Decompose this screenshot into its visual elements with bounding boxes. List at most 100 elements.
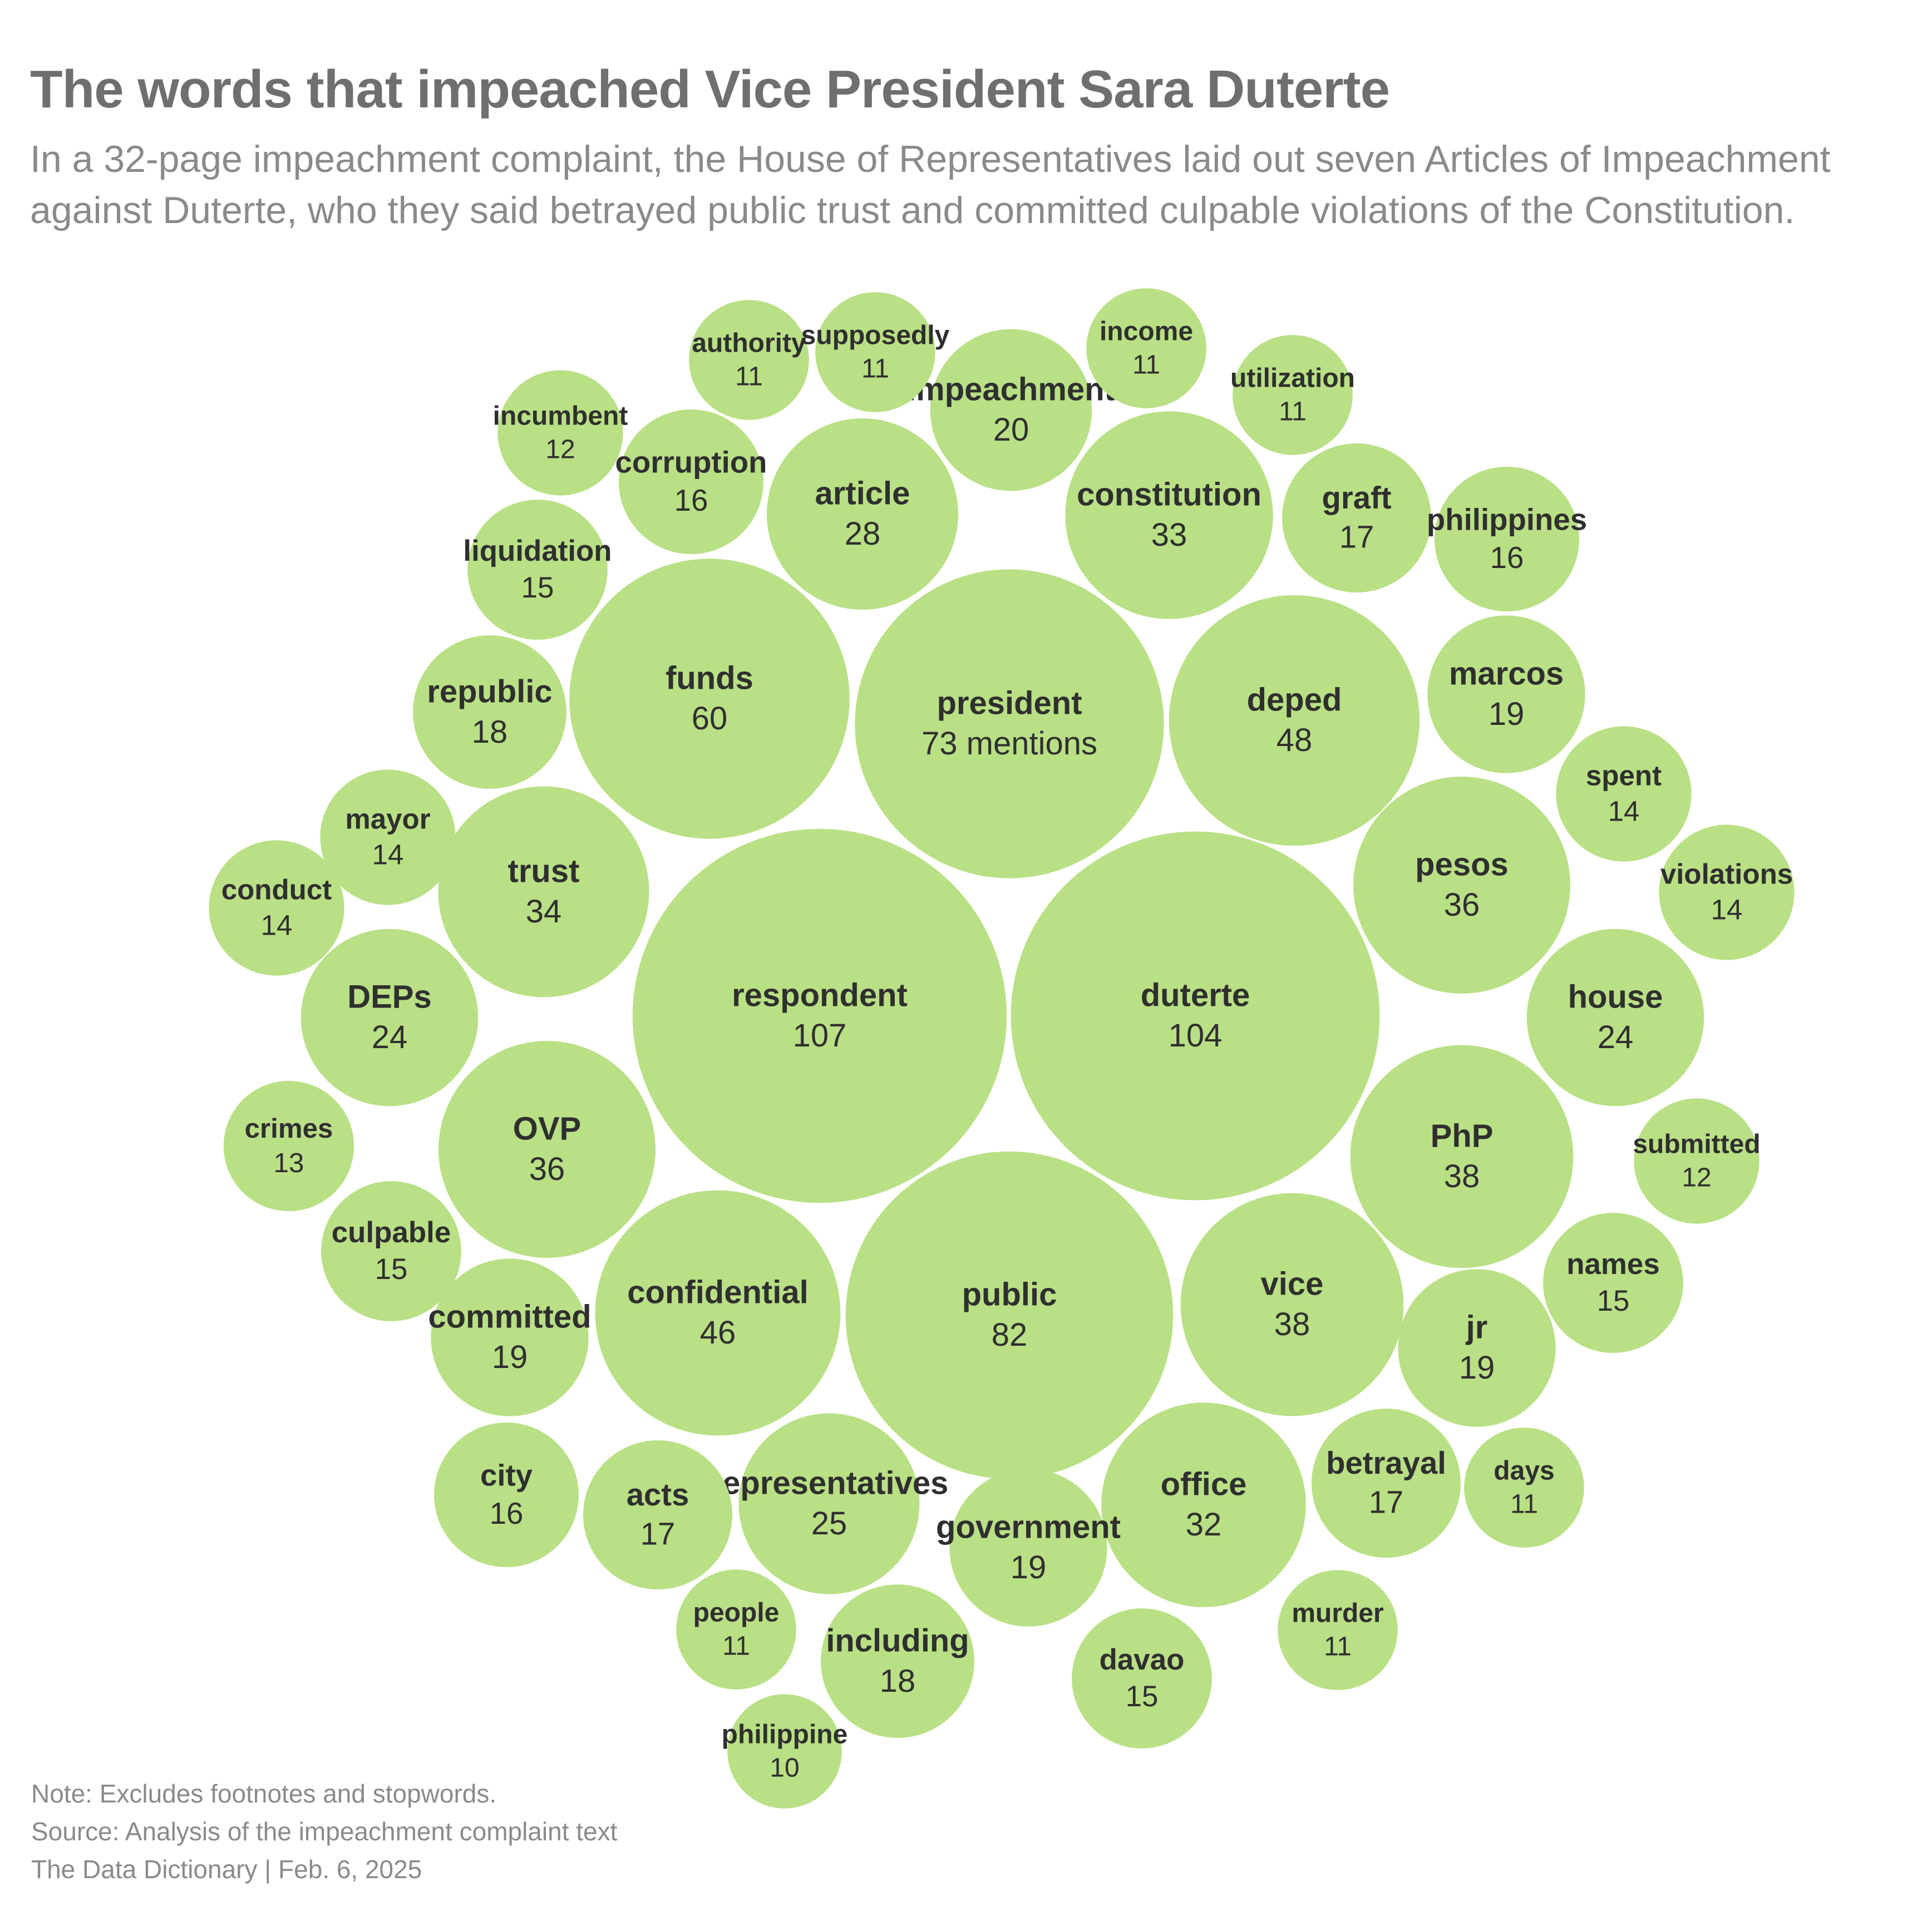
bubble-submitted: submitted 12 xyxy=(1633,1098,1761,1224)
bubble-confidential: confidential 46 xyxy=(595,1190,841,1436)
bubble-word-label: constitution xyxy=(1077,477,1261,513)
bubble-circle xyxy=(689,300,809,420)
bubble-circle xyxy=(1011,831,1380,1201)
bubble-count-label: 36 xyxy=(529,1151,565,1187)
bubble-circle xyxy=(438,786,649,997)
bubble-word-label: jr xyxy=(1466,1310,1488,1346)
bubble-word-label: liquidation xyxy=(463,535,612,567)
bubble-circle xyxy=(727,1694,842,1809)
bubble-word-label: respondent xyxy=(732,977,908,1014)
bubble-circle xyxy=(438,1041,655,1258)
bubble-count-label: 34 xyxy=(526,893,562,930)
bubble-word-label: public xyxy=(962,1277,1057,1313)
bubble-circle xyxy=(1556,726,1692,862)
bubble-supposedly: supposedly 11 xyxy=(801,292,950,412)
bubble-count-label: 32 xyxy=(1186,1507,1222,1543)
bubble-circle xyxy=(1065,411,1273,619)
bubble-committed: committed 19 xyxy=(428,1258,592,1416)
bubble-respondent: respondent 107 xyxy=(632,828,1007,1203)
bubble-word-label: davao xyxy=(1100,1643,1185,1676)
bubble-word-label: philippine xyxy=(722,1720,848,1750)
bubble-count-label: 107 xyxy=(793,1018,847,1054)
bubble-circle xyxy=(632,828,1007,1203)
bubble-circle xyxy=(1233,335,1353,455)
bubble-including: including 18 xyxy=(821,1584,974,1738)
bubble-circle xyxy=(321,1181,461,1321)
bubble-word-label: office xyxy=(1161,1466,1247,1503)
bubble-count-label: 82 xyxy=(992,1317,1028,1353)
bubble-circle xyxy=(1427,615,1585,773)
bubble-count-label: 14 xyxy=(261,910,293,941)
bubble-deped: deped 48 xyxy=(1169,595,1420,846)
bubble-count-label: 17 xyxy=(1339,519,1374,554)
bubble-circle xyxy=(1180,1193,1404,1416)
bubble-count-label: 20 xyxy=(993,412,1029,448)
bubble-utilization: utilization 11 xyxy=(1230,335,1355,455)
bubble-circle xyxy=(595,1190,841,1436)
bubble-count-label: 11 xyxy=(735,362,763,392)
bubble-crimes: crimes 13 xyxy=(223,1080,354,1212)
bubble-php: PhP 38 xyxy=(1350,1045,1574,1268)
bubble-word-label: people xyxy=(693,1598,780,1628)
bubble-graft: graft 17 xyxy=(1282,443,1432,593)
bubble-vice: vice 38 xyxy=(1180,1193,1404,1416)
bubble-circle xyxy=(949,1469,1107,1627)
bubble-republic: republic 18 xyxy=(413,635,566,789)
bubble-circle xyxy=(1278,1570,1398,1690)
bubble-count-label: 24 xyxy=(372,1019,408,1055)
footer-credit: The Data Dictionary | Feb. 6, 2025 xyxy=(31,1855,422,1884)
bubble-word-label: committed xyxy=(428,1299,591,1335)
bubble-circle xyxy=(738,1413,920,1594)
bubble-word-label: murder xyxy=(1292,1599,1383,1628)
bubble-circle xyxy=(1311,1408,1461,1558)
bubble-word-label: crimes xyxy=(245,1113,333,1144)
bubble-word-label: graft xyxy=(1322,480,1391,515)
bubble-word-label: confidential xyxy=(627,1275,808,1311)
bubble-circle xyxy=(431,1258,589,1416)
bubble-public: public 82 xyxy=(845,1151,1174,1479)
bubble-article: article 28 xyxy=(767,418,958,610)
bubble-count-label: 19 xyxy=(1459,1350,1495,1386)
bubble-government: government 19 xyxy=(936,1469,1121,1627)
bubble-word-label: corruption xyxy=(615,446,767,480)
bubble-word-label: income xyxy=(1100,317,1193,347)
bubble-count-label: 11 xyxy=(1279,397,1307,427)
bubble-word-label: city xyxy=(480,1459,533,1493)
bubble-count-label: 73 mentions xyxy=(921,725,1097,762)
bubble-word-label: spent xyxy=(1586,760,1662,792)
bubble-circle xyxy=(1350,1045,1574,1268)
bubble-count-label: 13 xyxy=(274,1148,304,1178)
bubble-circle xyxy=(767,418,958,610)
bubble-word-label: supposedly xyxy=(801,321,950,350)
bubble-philippine: philippine 10 xyxy=(722,1694,848,1809)
bubble-philippines: philippines 16 xyxy=(1427,467,1587,611)
bubble-word-label: betrayal xyxy=(1326,1445,1446,1480)
bubble-circle xyxy=(320,769,456,905)
bubble-count-label: 14 xyxy=(1711,894,1743,926)
bubble-count-label: 19 xyxy=(1489,696,1525,732)
bubble-circle xyxy=(223,1080,354,1212)
bubble-count-label: 18 xyxy=(472,714,507,750)
bubble-word-label: acts xyxy=(627,1477,689,1512)
footer-source: Source: Analysis of the impeachment comp… xyxy=(31,1817,618,1846)
bubble-circle xyxy=(1435,467,1579,611)
bubble-word-label: mayor xyxy=(345,803,430,835)
bubble-count-label: 11 xyxy=(722,1632,750,1661)
bubble-circle xyxy=(1101,1402,1306,1607)
bubble-city: city 16 xyxy=(434,1423,579,1567)
bubble-word-label: trust xyxy=(508,853,580,890)
bubble-circle xyxy=(1464,1428,1584,1548)
bubble-circle xyxy=(1543,1213,1683,1353)
bubble-count-label: 104 xyxy=(1169,1018,1223,1054)
bubble-word-label: culpable xyxy=(332,1216,451,1249)
bubble-circle xyxy=(209,840,344,976)
bubble-duterte: duterte 104 xyxy=(1011,831,1380,1201)
bubble-word-label: OVP xyxy=(513,1111,581,1147)
bubble-circle xyxy=(619,409,763,554)
bubble-circle xyxy=(845,1151,1174,1479)
bubble-count-label: 17 xyxy=(640,1516,676,1551)
